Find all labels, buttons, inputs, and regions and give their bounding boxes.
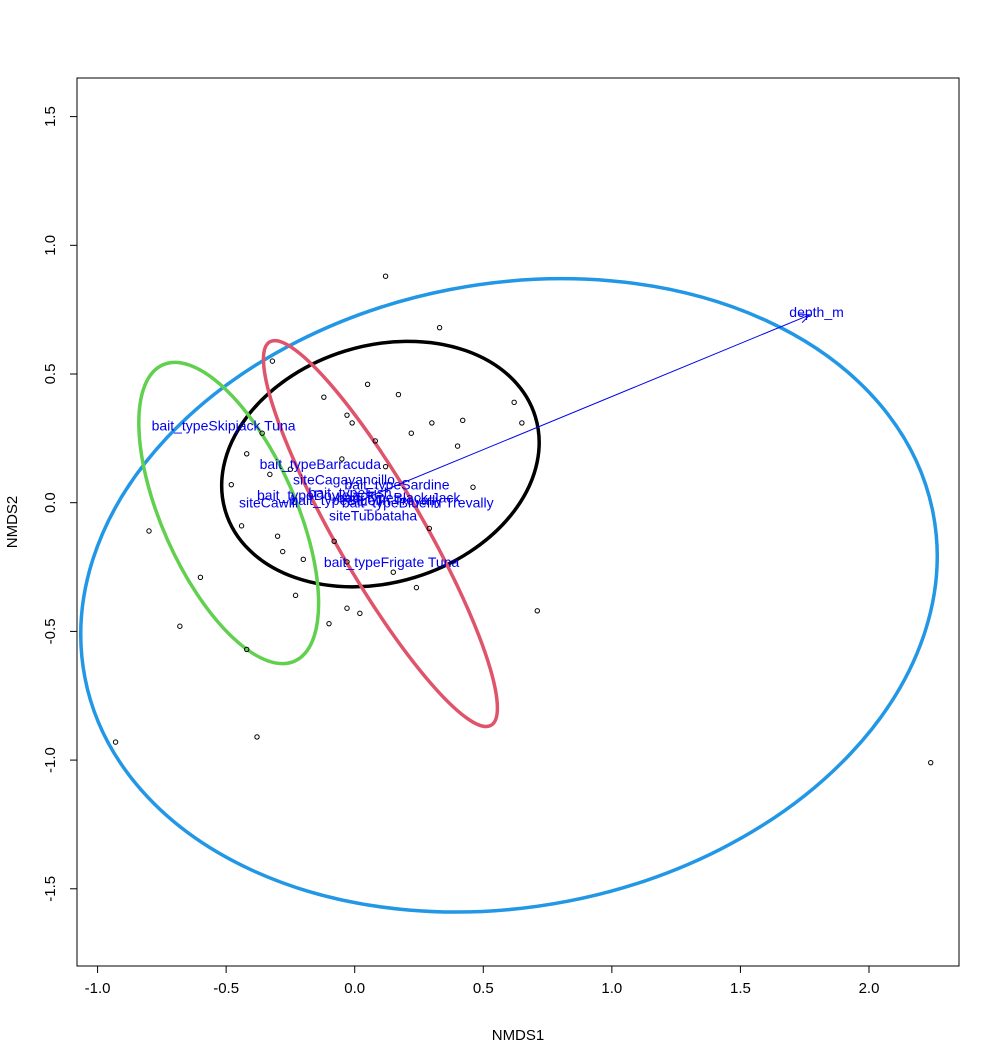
group-ellipse-2	[219, 339, 541, 589]
y-tick-label: -0.5	[42, 618, 59, 644]
site-point	[280, 548, 286, 555]
site-point	[349, 420, 355, 426]
x-tick-label: 0.0	[344, 980, 365, 997]
site-point	[344, 559, 350, 565]
vector-arrow-head	[798, 314, 812, 323]
site-point	[426, 525, 432, 532]
factor-label: siteCagayancillo	[293, 472, 395, 488]
site-point	[331, 538, 337, 545]
site-point	[534, 608, 540, 614]
y-axis: -1.5 -1.0 -0.5 0.0 0.5 1.0 1.5	[42, 106, 78, 902]
site-point	[454, 443, 461, 449]
y-tick-label: -1.5	[42, 876, 59, 902]
site-point	[321, 394, 327, 400]
site-point	[112, 739, 119, 745]
x-tick-label: -0.5	[213, 980, 239, 997]
site-point	[326, 620, 332, 627]
factor-label: bait_typeBlack Jack	[337, 490, 462, 506]
site-point	[254, 734, 260, 740]
group-ellipse-4	[261, 338, 500, 729]
site-point	[287, 466, 294, 472]
y-tick-label: 0.0	[42, 492, 59, 513]
site-point	[197, 574, 204, 581]
site-point	[269, 358, 276, 364]
factor-label: bait_typeFrigate Tuna	[324, 554, 460, 570]
vector-arrow-line	[354, 314, 811, 504]
factor-label: bait_typeDoyleiack	[257, 487, 376, 503]
point-layer	[112, 273, 934, 766]
site-point	[244, 451, 250, 457]
factor-label: bait_typeBluefin Trevally	[290, 492, 442, 508]
factor-label: bait_typeSkipjack Tuna	[152, 417, 296, 433]
site-point	[928, 759, 934, 766]
site-point	[344, 605, 350, 611]
site-point	[460, 417, 466, 424]
factor-label: siteCawili	[239, 495, 298, 511]
group-ellipse-3	[137, 360, 321, 666]
site-point	[244, 646, 250, 653]
site-point	[413, 584, 420, 591]
y-tick-label: -1.0	[42, 747, 59, 773]
site-point	[364, 381, 371, 387]
site-point	[344, 412, 350, 418]
x-tick-label: 1.0	[601, 980, 622, 997]
group-ellipse-1	[79, 276, 939, 914]
site-point	[238, 523, 245, 529]
vector-label: depth_m	[789, 304, 843, 320]
plot-box	[76, 77, 960, 967]
factor-label: bait_typeBarracuda	[260, 456, 382, 472]
site-point	[395, 391, 402, 398]
site-point	[274, 533, 281, 539]
y-tick-label: 1.0	[42, 235, 59, 256]
site-point	[519, 420, 525, 426]
x-tick-label: 0.5	[473, 980, 494, 997]
site-point	[382, 463, 389, 470]
factor-label: bait_typeSardine	[344, 477, 449, 493]
site-point	[228, 481, 234, 488]
site-point	[436, 324, 443, 331]
x-tick-label: 1.5	[730, 980, 751, 997]
site-point	[267, 471, 273, 478]
site-point	[357, 610, 363, 617]
factor-label: bait_typeBluefin Trevally	[342, 495, 494, 511]
x-tick-label: -1.0	[85, 980, 111, 997]
label-layer: bait_typeSkipjack Tuna bait_typeBarracuda…	[152, 417, 494, 569]
x-tick-label: 2.0	[859, 980, 880, 997]
factor-label: siteTubbataha	[329, 508, 417, 524]
vector-layer: depth_m	[354, 304, 844, 504]
site-point	[390, 569, 396, 575]
site-point	[382, 273, 389, 279]
ellipse-layer	[79, 276, 939, 914]
y-tick-label: 0.5	[42, 364, 59, 385]
x-axis-label: NMDS1	[492, 1027, 545, 1044]
site-point	[470, 484, 476, 490]
site-point	[372, 438, 378, 444]
site-point	[292, 592, 299, 599]
site-point	[300, 556, 306, 563]
y-tick-label: 1.5	[42, 106, 59, 127]
site-point	[511, 399, 517, 406]
x-axis: -1.0 -0.5 0.0 0.5 1.0 1.5 2.0	[85, 965, 880, 997]
site-point	[259, 430, 265, 436]
y-axis-label: NMDS2	[4, 496, 21, 549]
site-point	[408, 430, 414, 436]
site-point	[429, 420, 435, 426]
site-point	[146, 528, 152, 534]
site-point	[177, 623, 183, 629]
factor-label: bait_typeFish	[308, 484, 391, 500]
site-point	[339, 456, 345, 462]
